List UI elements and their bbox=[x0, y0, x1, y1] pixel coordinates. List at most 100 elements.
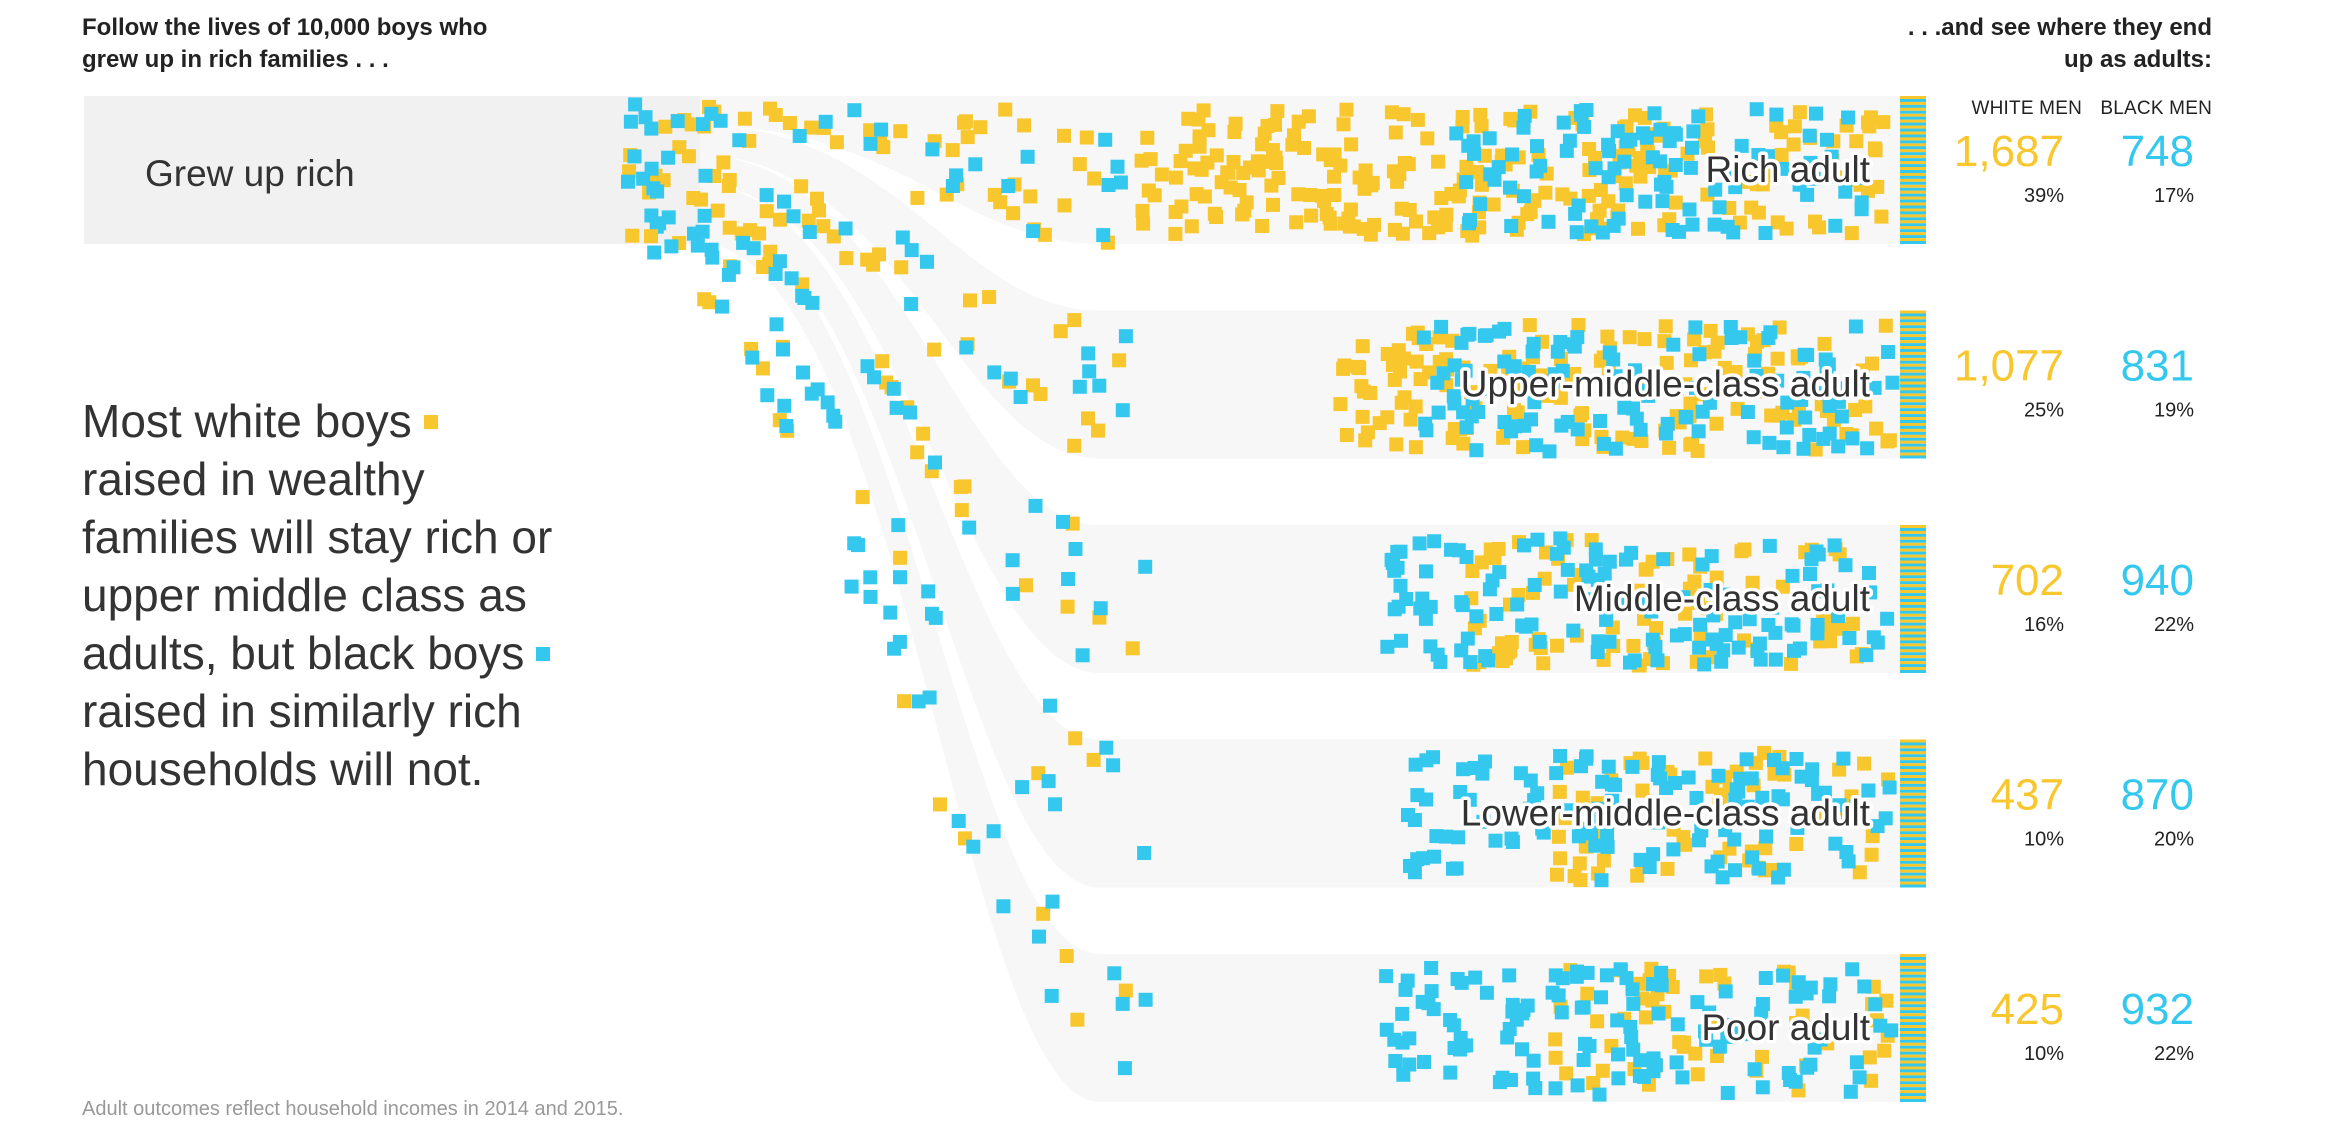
black-dot bbox=[895, 230, 910, 245]
black-dot bbox=[1771, 870, 1786, 885]
endpoint-stripe bbox=[1900, 387, 1926, 391]
black-dot bbox=[1690, 995, 1705, 1010]
black-dot bbox=[1426, 1002, 1441, 1017]
black-dot bbox=[1101, 178, 1116, 192]
endpoint-stripe bbox=[1900, 646, 1926, 650]
black-dot bbox=[1463, 213, 1477, 227]
black-dot bbox=[1780, 395, 1795, 410]
endpoint-stripe bbox=[1900, 446, 1926, 450]
black-dot bbox=[1716, 587, 1731, 602]
endpoint-stripe bbox=[1900, 881, 1926, 885]
black-dot bbox=[1479, 381, 1494, 396]
white-dot bbox=[1821, 623, 1836, 638]
endpoint-stripe bbox=[1900, 834, 1926, 838]
black-dot bbox=[1751, 148, 1766, 162]
white-dot bbox=[756, 361, 770, 376]
white-dot bbox=[1638, 1010, 1653, 1025]
endpoint-stripe bbox=[1900, 852, 1926, 855]
white-dot bbox=[1575, 790, 1590, 805]
white-pct-1: 39% bbox=[2024, 185, 2064, 207]
white-dot bbox=[1431, 154, 1446, 169]
endpoint-stripe bbox=[1900, 745, 1926, 749]
endpoint-stripe bbox=[1900, 778, 1926, 781]
endpoint-stripe bbox=[1900, 405, 1926, 409]
black-dot bbox=[928, 455, 942, 470]
black-dot bbox=[1783, 1073, 1798, 1087]
black-dot bbox=[1418, 416, 1433, 431]
endpoint-stripe bbox=[1900, 655, 1926, 659]
endpoint-stripe bbox=[1900, 146, 1926, 150]
white-pct-2: 25% bbox=[2024, 400, 2064, 422]
black-dot bbox=[1608, 778, 1623, 793]
black-dot bbox=[1720, 1029, 1735, 1044]
black-dot bbox=[1668, 158, 1683, 172]
endpoint-stripe bbox=[1900, 637, 1926, 641]
endpoint-stripe bbox=[1900, 542, 1926, 546]
endpoint-stripe bbox=[1900, 390, 1926, 394]
white-dot bbox=[1660, 861, 1675, 876]
endpoint-stripe bbox=[1900, 414, 1926, 418]
origin-label: Grew up rich bbox=[145, 153, 355, 194]
black-dot bbox=[844, 579, 859, 594]
outro-text: . . .and see where they end up as adults: bbox=[1792, 12, 2212, 76]
black-dot bbox=[1765, 600, 1780, 615]
black-dot bbox=[1624, 1030, 1639, 1044]
endpoint-stripe bbox=[1900, 334, 1926, 338]
white-count-4: 437 bbox=[1991, 771, 2064, 820]
black-dot bbox=[1521, 364, 1536, 379]
white-dot bbox=[1474, 555, 1489, 570]
endpoint-stripe bbox=[1900, 751, 1926, 755]
black-dot bbox=[1709, 636, 1724, 651]
black-dot bbox=[1554, 1005, 1569, 1020]
endpoint-stripe bbox=[1900, 202, 1926, 206]
black-dot bbox=[1443, 1065, 1458, 1080]
endpoint-stripe bbox=[1900, 810, 1926, 814]
black-dot bbox=[1746, 430, 1761, 445]
black-dot bbox=[1666, 842, 1681, 857]
black-dot bbox=[1408, 757, 1423, 772]
white-dot bbox=[1291, 114, 1306, 129]
white-count-5: 425 bbox=[1991, 985, 2064, 1034]
black-dot bbox=[1379, 969, 1394, 984]
white-dot bbox=[1662, 440, 1677, 455]
black-dot bbox=[1549, 766, 1564, 781]
white-dot bbox=[1552, 784, 1567, 799]
black-dot bbox=[1742, 612, 1757, 627]
black-dot bbox=[1628, 363, 1642, 378]
endpoint-stripe bbox=[1900, 1019, 1926, 1023]
white-dot bbox=[1019, 578, 1033, 593]
black-dot bbox=[1626, 996, 1641, 1011]
black-dot bbox=[759, 188, 774, 203]
black-dot bbox=[745, 350, 760, 365]
black-dot bbox=[904, 297, 919, 311]
black-dot bbox=[820, 395, 835, 410]
white-dot bbox=[1687, 332, 1702, 347]
endpoint-stripe bbox=[1900, 384, 1926, 388]
black-dot bbox=[1577, 119, 1592, 134]
black-dot bbox=[1106, 758, 1121, 773]
endpoint-stripe bbox=[1900, 346, 1926, 349]
endpoint-stripe bbox=[1900, 795, 1926, 799]
white-dot bbox=[1339, 428, 1354, 442]
white-dot bbox=[1709, 416, 1724, 431]
black-dot bbox=[1529, 164, 1544, 179]
black-dot bbox=[1110, 159, 1125, 174]
white-dot bbox=[1582, 142, 1597, 156]
endpoint-stripe bbox=[1900, 590, 1926, 594]
endpoint-stripe bbox=[1900, 968, 1926, 972]
white-dot bbox=[973, 120, 988, 135]
white-dot bbox=[1358, 163, 1373, 178]
black-dot bbox=[1602, 634, 1617, 649]
black-dot bbox=[1650, 595, 1665, 610]
black-dot bbox=[715, 299, 729, 314]
black-dot bbox=[1786, 618, 1801, 633]
black-dot bbox=[1815, 386, 1830, 401]
white-dot bbox=[954, 503, 969, 518]
black-dot bbox=[1588, 161, 1603, 176]
endpoint-stripe bbox=[1900, 593, 1926, 597]
black-dot bbox=[1839, 845, 1854, 859]
black-dot bbox=[1541, 214, 1556, 229]
white-dot bbox=[1396, 351, 1411, 366]
white-dot bbox=[1387, 372, 1402, 387]
endpoint-stripe bbox=[1900, 884, 1926, 888]
